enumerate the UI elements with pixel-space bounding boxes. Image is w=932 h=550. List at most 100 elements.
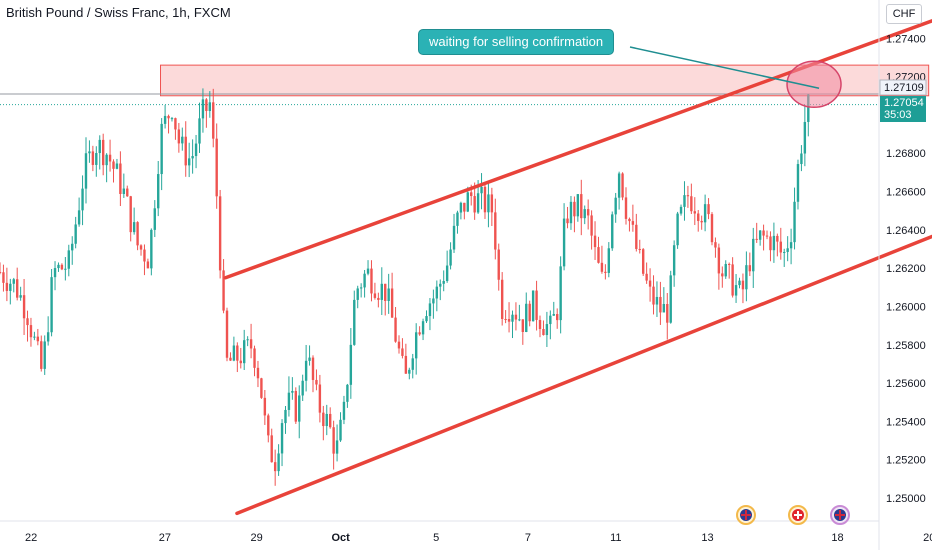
- candle-body: [122, 188, 126, 194]
- candle-body: [714, 242, 717, 248]
- candle-body: [181, 136, 184, 144]
- candle-body: [531, 290, 535, 322]
- candle-body: [700, 220, 703, 223]
- candle-body: [559, 266, 562, 321]
- candle-body: [432, 298, 435, 304]
- y-tick-label: 1.26400: [886, 225, 926, 237]
- annotation-callout[interactable]: waiting for selling confirmation: [418, 29, 615, 55]
- candle-body: [146, 261, 150, 269]
- candle-body: [611, 214, 614, 249]
- candle-body: [535, 290, 538, 320]
- candle-body: [597, 247, 600, 263]
- candle-body: [703, 204, 707, 223]
- candle-body: [129, 196, 132, 233]
- candle-body: [112, 161, 115, 169]
- x-tick-label: 22: [25, 532, 37, 544]
- uk-flag-icon[interactable]: [830, 505, 850, 525]
- candle-body: [387, 288, 390, 301]
- candle-body: [662, 303, 666, 313]
- candle-body: [659, 296, 662, 313]
- economic-events[interactable]: [736, 505, 850, 525]
- candle-body: [315, 379, 318, 385]
- candle-body: [428, 303, 432, 317]
- candle-body: [456, 212, 459, 226]
- candle-body: [566, 218, 569, 224]
- candle-body: [384, 283, 387, 301]
- candle-body: [552, 314, 555, 316]
- candle-body: [377, 297, 380, 300]
- y-tick-label: 1.26800: [886, 148, 926, 160]
- time-axis[interactable]: 22 27 29 Oct 5 7 11 13 18 20: [25, 532, 932, 544]
- candle-body: [590, 215, 593, 236]
- candle-body: [638, 248, 641, 250]
- candle-body: [425, 316, 428, 322]
- candle-body: [741, 280, 745, 290]
- candle-body: [229, 357, 232, 361]
- candle-body: [88, 151, 91, 154]
- candle-body: [507, 319, 511, 322]
- candle-body: [645, 273, 648, 281]
- candle-body: [562, 218, 566, 267]
- candle-body: [119, 163, 122, 194]
- candle-body: [628, 218, 631, 222]
- candle-body: [366, 268, 370, 274]
- candle-body: [776, 235, 779, 242]
- candle-body: [580, 194, 583, 219]
- candle-body: [322, 412, 325, 427]
- candle-body: [731, 264, 734, 296]
- y-tick-label: 1.25400: [886, 416, 926, 428]
- candle-body: [772, 235, 776, 251]
- candle-body: [745, 265, 748, 290]
- uk-flag-icon[interactable]: [736, 505, 756, 525]
- candle-body: [487, 194, 490, 213]
- y-tick-label: 1.26000: [886, 301, 926, 313]
- currency-badge[interactable]: CHF: [886, 4, 922, 24]
- candle-body: [504, 318, 507, 320]
- line-price-label: 1.27109: [884, 82, 924, 94]
- candle-body: [115, 163, 119, 169]
- x-tick-label: 27: [159, 532, 171, 544]
- candle-body: [672, 245, 676, 276]
- candle-body: [624, 197, 628, 219]
- candle-body: [287, 392, 291, 410]
- swiss-flag-icon[interactable]: [788, 505, 808, 525]
- candle-body: [232, 345, 236, 361]
- candle-body: [98, 139, 101, 154]
- candle-body: [542, 328, 545, 336]
- candle-body: [198, 118, 201, 144]
- candle-body: [573, 201, 576, 217]
- candle-body: [132, 222, 136, 233]
- candle-body: [174, 118, 177, 130]
- candle-body: [411, 358, 414, 370]
- candle-body: [22, 295, 26, 319]
- candle-body: [346, 384, 349, 402]
- candle-body: [177, 129, 181, 144]
- price-tags: 1.27109 1.27054 35:03: [879, 79, 927, 122]
- candle-body: [514, 314, 518, 320]
- candle-body: [648, 280, 652, 287]
- candle-body: [466, 192, 469, 212]
- candle-body: [139, 245, 143, 250]
- callout-pointer: [629, 46, 820, 90]
- candle-body: [359, 287, 363, 289]
- candle-body: [53, 268, 57, 278]
- candle-body: [328, 413, 332, 428]
- candle-body: [108, 154, 112, 162]
- candle-body: [84, 153, 88, 189]
- candle-body: [236, 345, 239, 361]
- candle-body: [160, 123, 163, 175]
- candle-body: [67, 250, 70, 269]
- candle-body: [19, 295, 22, 298]
- candle-body: [249, 339, 253, 349]
- candle-body: [136, 222, 139, 246]
- candle-body: [518, 319, 521, 321]
- lower-trendline: [235, 234, 932, 516]
- candle-body: [95, 153, 98, 165]
- candle-body: [191, 156, 194, 159]
- candle-body: [442, 281, 445, 284]
- candle-body: [779, 241, 782, 253]
- candle-body: [734, 285, 738, 296]
- candle-body: [796, 164, 800, 202]
- candle-body: [33, 336, 36, 338]
